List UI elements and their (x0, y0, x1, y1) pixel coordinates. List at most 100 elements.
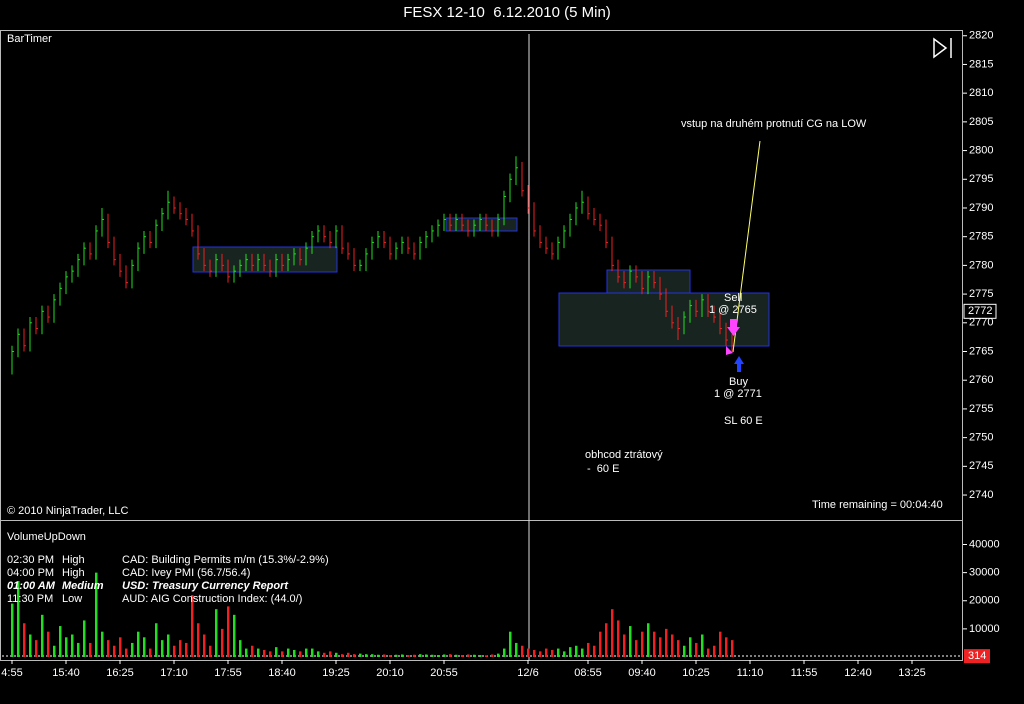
annotation: vstup na druhém protnutí CG na LOW (681, 118, 867, 130)
volume-bar (53, 645, 56, 657)
volume-bar (569, 647, 572, 657)
annotation: Time remaining = 00:04:40 (812, 499, 943, 511)
volume-bar (107, 640, 110, 657)
volume-bar (179, 640, 182, 657)
volume-bar (137, 631, 140, 657)
price-bars (11, 156, 734, 375)
volume-bar (437, 655, 440, 657)
volume-bar (695, 642, 698, 657)
y-tick-label: 2770 (969, 317, 993, 329)
volume-bar (623, 634, 626, 657)
volume-bar (233, 614, 236, 657)
volume-bar (203, 634, 206, 657)
event-time: 11:30 PM (7, 593, 53, 605)
last-price-box (963, 303, 997, 319)
volume-bar (293, 649, 296, 657)
volume-bar (689, 637, 692, 657)
volume-bar (251, 645, 254, 657)
volume-bar (611, 609, 614, 657)
volume-bar (335, 652, 338, 657)
y-tick-label: 2775 (969, 288, 993, 300)
volume-bar (509, 631, 512, 657)
x-tick-label: 19:25 (322, 667, 350, 679)
volume-bar (17, 581, 20, 657)
event-impact: Medium (62, 580, 104, 592)
volume-bar (329, 651, 332, 657)
volume-bar (407, 655, 410, 657)
volume-bar (527, 648, 530, 657)
volume-bar (197, 623, 200, 657)
event-time: 01:00 AM (7, 580, 56, 592)
x-tick-label: 20:55 (430, 667, 458, 679)
y-tick-label: 2750 (969, 432, 993, 444)
volume-bar (191, 595, 194, 657)
volume-bar (347, 652, 350, 657)
volume-bar (47, 631, 50, 657)
volume-panel (0, 520, 963, 661)
volume-bar (311, 648, 314, 657)
volume-bar (65, 637, 68, 657)
last-volume-label: 314 (968, 650, 986, 662)
x-tick-label: 16:25 (106, 667, 134, 679)
y-tick-label: 2785 (969, 231, 993, 243)
volume-bar (29, 634, 32, 657)
x-tick-label: 12/6 (517, 667, 538, 679)
x-tick-label: 09:40 (628, 667, 656, 679)
x-tick-label: 17:10 (160, 667, 188, 679)
last-price-label: 2772 (968, 305, 992, 317)
y-tick-label: 10000 (969, 623, 1000, 635)
volume-bar (659, 637, 662, 657)
volume-bar (287, 648, 290, 657)
volume-bar (263, 649, 266, 657)
annotation: Buy (729, 376, 748, 388)
volume-bar (317, 651, 320, 657)
event-impact: Low (62, 593, 82, 605)
volume-bar (503, 648, 506, 657)
volume-bar (635, 640, 638, 657)
volume-bar (647, 623, 650, 657)
volume-bar (449, 654, 452, 657)
event-impact: High (62, 554, 85, 566)
volume-bar (173, 645, 176, 657)
volume-bar (221, 628, 224, 657)
volume-bar (491, 654, 494, 657)
volume-bar (641, 631, 644, 657)
event-text: CAD: Ivey PMI (56.7/56.4) (122, 567, 250, 579)
volume-bar (395, 654, 398, 657)
x-tick-label: 4:55 (1, 667, 22, 679)
volume-bar (95, 572, 98, 657)
volume-bar (269, 651, 272, 657)
x-tick-label: 20:10 (376, 667, 404, 679)
volume-bar (545, 648, 548, 657)
volume-bars (11, 572, 734, 657)
volume-bar (719, 631, 722, 657)
volume-bar (227, 606, 230, 657)
drawn-boxes (192, 217, 770, 347)
y-tick-label: 2790 (969, 202, 993, 214)
volume-bar (671, 634, 674, 657)
volume-bar (677, 640, 680, 657)
x-tick-label: 11:10 (737, 667, 764, 679)
volume-bar (77, 642, 80, 657)
volume-bar (413, 654, 416, 657)
volume-bar (353, 654, 356, 657)
volume-bar (209, 645, 212, 657)
y-tick-label: 2815 (969, 58, 993, 70)
volume-bar (497, 653, 500, 657)
y-tick-label: 2795 (969, 173, 993, 185)
volume-bar (257, 648, 260, 657)
y-tick-label: 2765 (969, 345, 993, 357)
play-triangle (933, 37, 948, 59)
volume-bar (575, 645, 578, 657)
volume-bar (101, 631, 104, 657)
y-tick-label: 2755 (969, 403, 993, 415)
y-tick-label: 30000 (969, 567, 1000, 579)
volume-title: VolumeUpDown (7, 531, 86, 543)
volume-bar (539, 651, 542, 657)
volume-bar (455, 654, 458, 657)
volume-bar (131, 642, 134, 657)
volume-bar (299, 651, 302, 657)
x-tick-label: 11:55 (791, 667, 818, 679)
annotation: - 60 E (587, 463, 619, 475)
volume-bar (143, 637, 146, 657)
